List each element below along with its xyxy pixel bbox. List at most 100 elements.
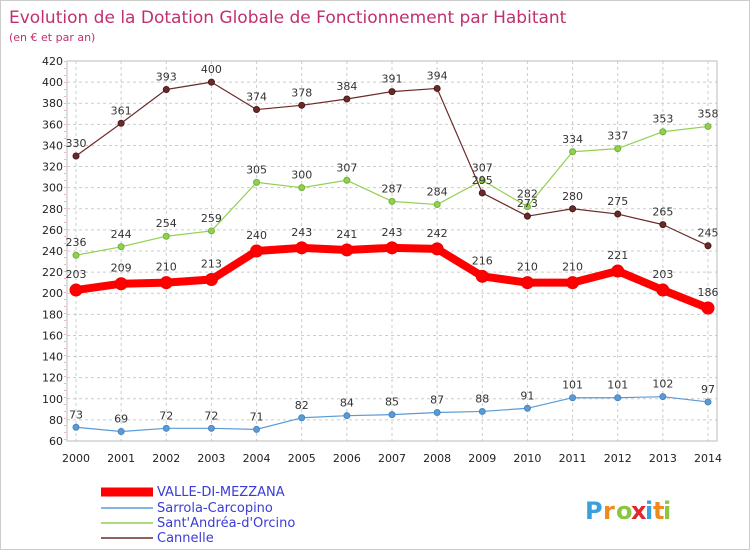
data-point (253, 425, 261, 433)
data-label: 243 (291, 226, 312, 239)
legend-label: Sant'Andréa-d'Orcino (157, 516, 295, 531)
x-tick-label: 2011 (559, 452, 587, 465)
plot-area (66, 60, 718, 442)
data-label: 265 (652, 206, 673, 219)
x-tick-label: 2008 (423, 452, 451, 465)
data-label: 97 (701, 383, 715, 396)
brand-letter: x (631, 497, 647, 525)
data-label: 209 (111, 262, 132, 275)
data-label: 203 (652, 268, 673, 281)
data-label: 241 (336, 228, 357, 241)
data-point (478, 176, 486, 184)
data-label: 307 (336, 161, 357, 174)
data-label: 88 (475, 392, 489, 405)
y-tick-label: 60 (49, 435, 63, 448)
x-tick-label: 2002 (152, 452, 180, 465)
data-point (704, 398, 712, 406)
y-tick-label: 420 (42, 55, 63, 68)
data-label: 87 (430, 394, 444, 407)
data-label: 394 (427, 69, 448, 82)
data-label: 101 (607, 379, 628, 392)
data-label: 91 (520, 389, 534, 402)
data-point (117, 119, 125, 127)
brand-letter: t (653, 497, 664, 525)
data-point (656, 283, 670, 297)
x-tick-label: 2005 (288, 452, 316, 465)
data-label: 102 (652, 378, 673, 391)
data-point (614, 145, 622, 153)
data-label: 242 (427, 227, 448, 240)
data-point (701, 301, 715, 315)
legend-label: Sarrola-Carcopino (157, 501, 273, 516)
legend: VALLE-DI-MEZZANASarrola-CarcopinoSant'An… (101, 485, 295, 546)
y-tick-label: 280 (42, 203, 63, 216)
data-label: 275 (607, 195, 628, 208)
x-tick-label: 2010 (513, 452, 541, 465)
data-point (72, 251, 80, 259)
data-point (569, 205, 577, 213)
data-label: 353 (652, 113, 673, 126)
data-label: 378 (291, 86, 312, 99)
data-label: 101 (562, 379, 583, 392)
data-point (611, 264, 625, 278)
data-point (433, 201, 441, 209)
data-label: 244 (111, 228, 132, 241)
y-tick-label: 120 (42, 372, 63, 385)
data-point (207, 78, 215, 86)
data-label: 73 (69, 408, 83, 421)
data-point (659, 128, 667, 136)
data-point (475, 269, 489, 283)
data-label: 245 (698, 227, 719, 240)
y-tick-label: 320 (42, 161, 63, 174)
x-tick-label: 2000 (62, 452, 90, 465)
data-point (520, 276, 534, 290)
brand-letter: r (603, 497, 615, 525)
data-point (207, 424, 215, 432)
data-label: 300 (291, 169, 312, 182)
data-point (569, 148, 577, 156)
data-label: 282 (517, 188, 538, 201)
y-tick-label: 360 (42, 118, 63, 131)
data-point (430, 242, 444, 256)
y-tick-label: 100 (42, 393, 63, 406)
data-labels: 203 209 210 213 240 243 241 243 242 216 210 210 221 2… (66, 63, 719, 425)
data-label: 210 (562, 261, 583, 274)
data-point (117, 243, 125, 251)
data-point (523, 404, 531, 412)
data-label: 393 (156, 71, 177, 84)
data-label: 330 (66, 137, 87, 150)
data-label: 203 (66, 268, 87, 281)
data-label: 71 (250, 410, 264, 423)
data-point (659, 393, 667, 401)
data-label: 307 (472, 161, 493, 174)
data-point (614, 394, 622, 402)
x-tick-label: 2004 (243, 452, 271, 465)
data-label: 85 (385, 396, 399, 409)
data-point (523, 203, 531, 211)
series-1 (72, 393, 712, 435)
data-point (478, 189, 486, 197)
brand-letter: i (645, 497, 653, 525)
data-point (569, 394, 577, 402)
data-point (659, 221, 667, 229)
data-point (114, 277, 128, 291)
data-point (343, 412, 351, 420)
data-point (385, 241, 399, 255)
legend-label: VALLE-DI-MEZZANA (157, 485, 285, 500)
data-point (250, 244, 264, 258)
y-tick-label: 300 (42, 182, 63, 195)
data-point (298, 184, 306, 192)
data-label: 400 (201, 63, 222, 76)
y-tick-label: 400 (42, 76, 63, 89)
data-point (69, 283, 83, 297)
data-label: 210 (517, 261, 538, 274)
data-point (298, 101, 306, 109)
data-label: 236 (66, 236, 87, 249)
x-tick-label: 2009 (468, 452, 496, 465)
y-tick-label: 80 (49, 414, 63, 427)
series-2 (72, 122, 712, 259)
data-point (72, 423, 80, 431)
y-tick-label: 180 (42, 308, 63, 321)
data-label: 69 (114, 413, 128, 426)
data-point (566, 276, 580, 290)
